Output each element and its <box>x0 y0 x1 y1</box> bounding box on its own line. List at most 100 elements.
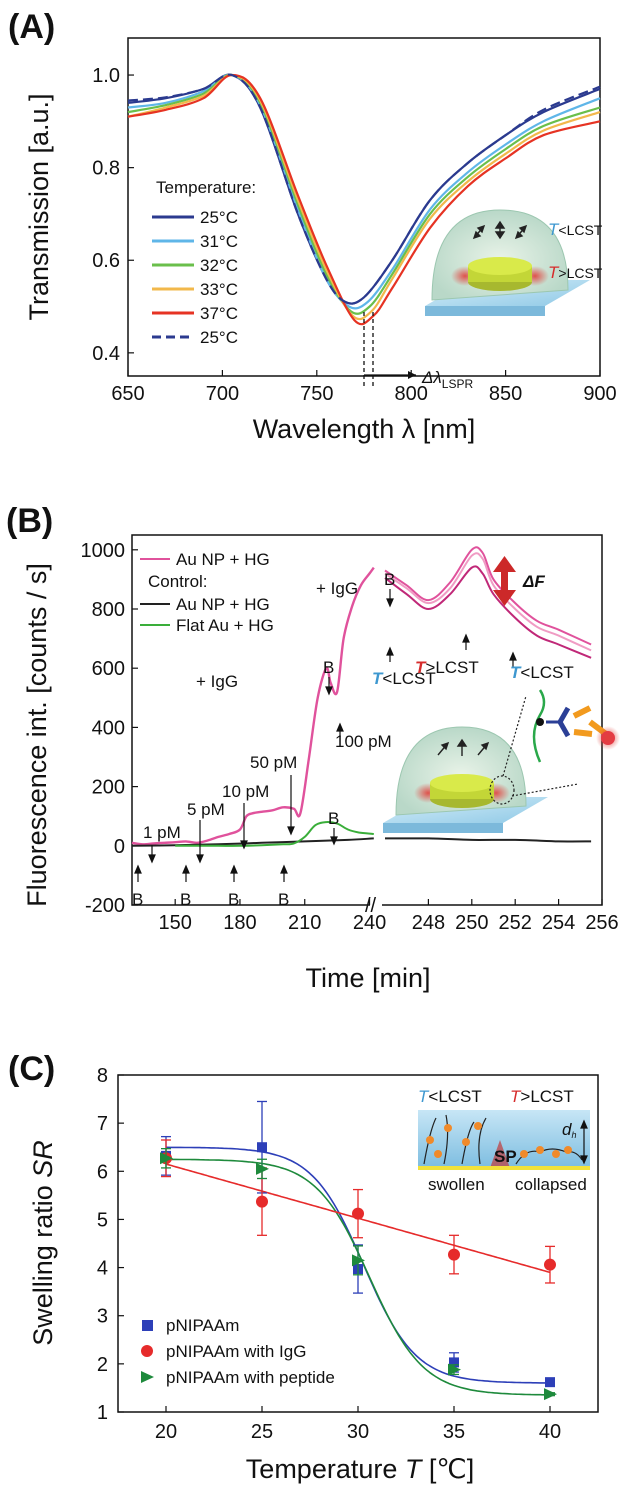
b-ytick-label: 600 <box>92 658 125 680</box>
b-ytick-label: -200 <box>85 895 125 917</box>
a-xtick-label: 650 <box>111 383 144 405</box>
inset-a-below-lcst-label: T<LCST <box>548 220 603 239</box>
b-right-series-line-2 <box>384 565 592 659</box>
panel-c-xlabel: Temperature T [℃] <box>246 1454 474 1484</box>
c-ytick-label: 2 <box>97 1354 108 1376</box>
c-xtick-label: 35 <box>443 1421 465 1443</box>
a-ytick-label: 1.0 <box>92 65 120 87</box>
panel-a-letter: (A) <box>8 8 55 46</box>
c-xtick-label: 20 <box>155 1421 177 1443</box>
c-ytick-label: 3 <box>97 1306 108 1328</box>
c-point-peptide <box>448 1363 461 1376</box>
legend-c-label-igg: pNIPAAm with IgG <box>166 1342 306 1361</box>
conc-100pm: 100 pM <box>335 732 392 751</box>
b-label-below-lcst-1: T<LCST <box>372 669 436 688</box>
b-marker-4: B <box>278 890 289 909</box>
labeled-antibody-icon <box>572 705 620 750</box>
inset-b-swelling-arrows-icon <box>437 738 490 756</box>
panel-c-inset: T<LCST T>LCST SP dh swollen collapsed <box>418 1087 590 1194</box>
delta-f-label: ΔF <box>522 572 545 591</box>
b-xtick-label: 252 <box>499 912 532 934</box>
c-point-peptide <box>256 1162 269 1175</box>
c-point-pnipaam <box>545 1377 555 1388</box>
legend-label-25c: 25°C <box>200 208 238 227</box>
legend-label-37c: 37°C <box>200 304 238 323</box>
inset-a-above-lcst-label: T>LCST <box>548 263 603 282</box>
igg-label-left: + IgG <box>196 672 238 691</box>
b-right-series-line-1 <box>384 552 592 652</box>
substrate-edge <box>425 306 545 316</box>
b-marker-5: B <box>323 658 334 677</box>
panel-b-inset <box>383 689 620 833</box>
conc-arrows <box>148 722 344 864</box>
c-xtick-label: 25 <box>251 1421 273 1443</box>
a-series-line-4 <box>127 73 601 326</box>
c-ytick-label: 4 <box>97 1258 108 1280</box>
inset-c-swollen-label: swollen <box>428 1175 485 1194</box>
a-ytick-label: 0.4 <box>92 343 120 365</box>
c-point-peptide <box>352 1254 365 1267</box>
panel-c-ylabel: Swelling ratio SR <box>28 1140 58 1346</box>
panel-b-xlabel: Time [min] <box>305 963 430 993</box>
b-series-line-0 <box>131 566 375 846</box>
legend-c-label-peptide: pNIPAAm with peptide <box>166 1368 335 1387</box>
b-series-line-2 <box>175 821 374 847</box>
zoom-line-1 <box>502 695 527 777</box>
b-xtick-label: 256 <box>585 912 618 934</box>
b-ytick-label: 800 <box>92 599 125 621</box>
igg-label-top: + IgG <box>316 579 358 598</box>
c-ytick-label: 5 <box>97 1209 108 1231</box>
b-xtick-label: 150 <box>158 912 191 934</box>
panel-b-ticks: -200 0 200 400 600 800 1000 150 180 210 240 248 250 2… <box>81 540 619 934</box>
a-ytick-label: 0.8 <box>92 158 120 180</box>
inset-b-slab-edge <box>383 823 503 833</box>
panel-c-legend: pNIPAAm pNIPAAm with IgG pNIPAAm with pe… <box>141 1316 335 1387</box>
inset-c-particles <box>426 1122 572 1158</box>
panel-c-points <box>160 1100 557 1401</box>
inset-c-above-lcst: T>LCST <box>510 1087 574 1106</box>
b-ytick-label: 0 <box>114 836 125 858</box>
panel-a-series <box>127 73 601 326</box>
c-point-pnipaam <box>449 1357 459 1368</box>
b-marker-3: B <box>228 890 239 909</box>
axis-break-mark: // <box>365 895 377 917</box>
inset-c-thickness-arrow-icon <box>580 1119 588 1165</box>
c-point-pnipaam <box>257 1142 267 1153</box>
b-marker-6: B <box>328 809 339 828</box>
shift-arrowhead <box>408 371 416 379</box>
c-ytick-label: 7 <box>97 1113 108 1135</box>
panel-a-plot-frame <box>127 37 601 377</box>
a-xtick-label: 900 <box>583 383 616 405</box>
conc-1pm: 1 pM <box>143 823 181 842</box>
legend-label-33c: 33°C <box>200 280 238 299</box>
panel-b-ylabel: Fluorescence int. [counts / s] <box>22 563 52 907</box>
a-xtick-label: 700 <box>206 383 239 405</box>
inset-c-swollen-chains <box>423 1114 487 1165</box>
panel-b-letter: (B) <box>6 502 53 540</box>
a-xtick-label: 750 <box>300 383 333 405</box>
c-xtick-label: 40 <box>539 1421 561 1443</box>
panel-a-inset: T<LCST T>LCST <box>425 209 603 316</box>
panel-a: (A) 650 700 750 800 850 900 0.4 0.6 0.8 1.0 Trans… <box>8 8 617 444</box>
a-ytick-label: 0.6 <box>92 250 120 272</box>
c-point-igg <box>544 1258 556 1271</box>
legend-b-label-control-aunp: Au NP + HG <box>176 595 270 614</box>
b-right-series-line-0 <box>384 546 592 646</box>
panel-c-ticks: 20 25 30 35 40 1 2 3 4 5 6 7 8 <box>97 1065 561 1443</box>
b-ytick-label: 1000 <box>81 540 126 562</box>
b-marker-1: B <box>132 890 143 909</box>
inset-c-dh-label: dh <box>562 1120 576 1140</box>
delta-f-arrow-icon <box>493 556 516 606</box>
panel-b-legend: Au NP + HG Control: Au NP + HG Flat Au +… <box>140 550 274 635</box>
panel-b: (B) // -200 0 200 400 600 800 1000 150 180 210 240… <box>6 502 620 993</box>
legend-c-marker-pnipaam <box>142 1320 153 1331</box>
c-point-igg <box>352 1207 364 1220</box>
lcst-arrows <box>386 633 517 668</box>
legend-c-marker-peptide <box>141 1371 154 1383</box>
b-marker-arrows <box>134 589 394 882</box>
legend-label-31c: 31°C <box>200 232 238 251</box>
conc-10pm: 10 pM <box>222 782 269 801</box>
legend-c-label-pnipaam: pNIPAAm <box>166 1316 239 1335</box>
c-ytick-label: 1 <box>97 1402 108 1424</box>
